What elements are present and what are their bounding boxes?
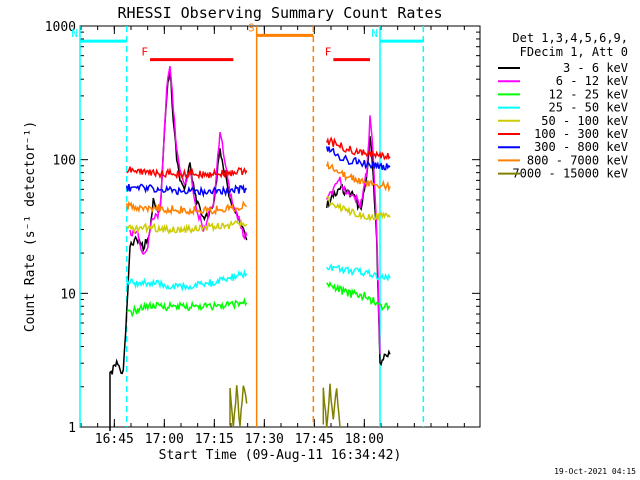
y-tick-label: 100: [53, 154, 76, 169]
series-line-3: [126, 297, 248, 318]
mode-label-f: F: [141, 46, 148, 59]
legend-entry-label: 7000 - 15000 keV: [512, 167, 628, 181]
x-tick-label: 17:30: [245, 432, 284, 447]
legend-entry-label: 6 - 12 keV: [556, 74, 628, 88]
y-tick-label: 1000: [45, 20, 76, 35]
series-line-9: [322, 383, 341, 428]
series-line-7: [325, 146, 391, 171]
x-axis-label: Start Time (09-Aug-11 16:34:42): [159, 448, 402, 463]
x-tick-label: 17:15: [195, 432, 234, 447]
series-line-8: [125, 200, 247, 216]
x-tick-label: 16:45: [95, 432, 134, 447]
y-axis-label: Count Rate (s⁻¹ detector⁻¹): [23, 121, 38, 332]
mode-label-n: N: [71, 27, 78, 40]
series-line-3: [326, 280, 391, 312]
legend-entry-label: 12 - 25 keV: [549, 87, 628, 101]
x-tick-label: 17:45: [295, 432, 334, 447]
series-line-6: [326, 136, 391, 161]
footer-timestamp: 19-Oct-2021 04:15: [554, 467, 636, 476]
chart-title: RHESSI Observing Summary Count Rates: [117, 4, 442, 22]
series-line-5: [326, 195, 391, 223]
series-line-4: [326, 263, 391, 282]
legend-header-line-2: FDecim 1, Att 0: [520, 45, 628, 59]
x-tick-label: 17:00: [145, 432, 184, 447]
series-line-5: [126, 218, 248, 235]
series-line-8: [325, 160, 391, 193]
legend-entry-label: 3 - 6 keV: [563, 61, 628, 75]
series-line-2: [326, 115, 381, 355]
legend-entry-label: 50 - 100 keV: [541, 114, 628, 128]
y-tick-label: 10: [60, 287, 76, 302]
mode-label-f: F: [325, 46, 332, 59]
y-tick-label: 1: [68, 421, 76, 436]
series-line-7: [125, 183, 248, 198]
series-line-9: [229, 385, 248, 428]
legend-header-line-1: Det 1,3,4,5,6,9,: [512, 31, 628, 45]
mode-label-n: N: [371, 27, 378, 40]
legend-entry-label: 300 - 800 keV: [534, 140, 628, 154]
x-tick-label: 18:00: [345, 432, 384, 447]
legend-entry-label: 25 - 50 keV: [549, 101, 628, 115]
series-line-6: [126, 166, 248, 180]
mode-label-s: S: [248, 21, 255, 34]
legend-entry-label: 100 - 300 keV: [534, 127, 628, 141]
series-line-1: [109, 68, 248, 431]
series-line-4: [125, 268, 248, 292]
legend-entry-label: 800 - 7000 keV: [527, 153, 628, 167]
